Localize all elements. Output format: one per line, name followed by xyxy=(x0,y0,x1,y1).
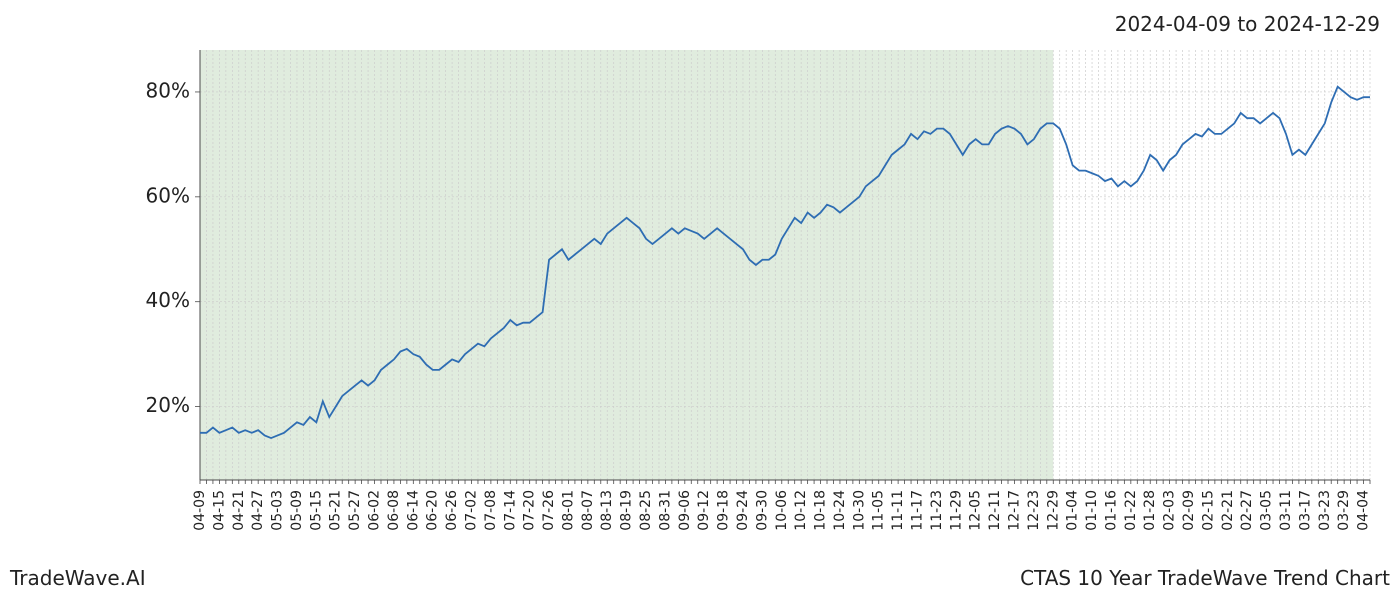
x-tick-label: 01-04 xyxy=(1065,490,1081,531)
x-tick-label: 07-08 xyxy=(483,490,499,531)
y-tick-label: 20% xyxy=(146,393,190,417)
y-tick-label: 40% xyxy=(146,288,190,312)
x-tick-label: 01-28 xyxy=(1142,490,1158,531)
x-tick-label: 06-14 xyxy=(405,490,421,531)
x-tick-label: 11-17 xyxy=(910,490,926,531)
x-tick-label: 12-23 xyxy=(1026,490,1042,531)
x-tick-label: 08-07 xyxy=(580,490,596,531)
x-tick-label: 10-18 xyxy=(813,490,829,531)
x-tick-label: 12-29 xyxy=(1045,490,1061,531)
x-tick-label: 10-06 xyxy=(774,490,790,531)
x-tick-label: 01-16 xyxy=(1103,490,1119,531)
x-tick-label: 04-09 xyxy=(192,490,208,531)
x-tick-label: 01-22 xyxy=(1123,490,1139,531)
x-tick-label: 11-11 xyxy=(890,490,906,531)
x-tick-label: 05-27 xyxy=(347,490,363,531)
x-tick-label: 07-20 xyxy=(522,490,538,531)
x-tick-label: 09-30 xyxy=(754,490,770,531)
y-tick-label: 60% xyxy=(146,183,190,207)
x-tick-label: 12-05 xyxy=(968,490,984,531)
x-tick-label: 05-09 xyxy=(289,490,305,531)
x-tick-label: 02-21 xyxy=(1220,490,1236,531)
x-tick-label: 02-09 xyxy=(1181,490,1197,531)
x-tick-label: 08-19 xyxy=(619,490,635,531)
x-tick-label: 04-21 xyxy=(231,490,247,531)
x-tick-label: 03-17 xyxy=(1297,490,1313,531)
x-tick-label: 11-23 xyxy=(929,490,945,531)
x-tick-label: 04-27 xyxy=(250,490,266,531)
x-tick-label: 09-12 xyxy=(696,490,712,531)
x-tick-label: 02-27 xyxy=(1239,490,1255,531)
x-tick-label: 03-29 xyxy=(1336,490,1352,531)
x-tick-label: 03-11 xyxy=(1278,490,1294,531)
x-tick-label: 08-13 xyxy=(599,490,615,531)
x-tick-label: 07-14 xyxy=(502,490,518,531)
x-tick-label: 10-12 xyxy=(793,490,809,531)
x-tick-label: 09-18 xyxy=(716,490,732,531)
x-tick-label: 06-20 xyxy=(425,490,441,531)
x-tick-label: 11-05 xyxy=(871,490,887,531)
x-tick-label: 09-06 xyxy=(677,490,693,531)
x-tick-label: 12-17 xyxy=(1006,490,1022,531)
x-tick-label: 05-21 xyxy=(328,490,344,531)
x-tick-label: 05-03 xyxy=(270,490,286,531)
x-tick-label: 01-10 xyxy=(1084,490,1100,531)
x-tick-label: 10-30 xyxy=(851,490,867,531)
x-tick-label: 03-05 xyxy=(1259,490,1275,531)
x-tick-label: 04-04 xyxy=(1356,490,1372,531)
x-tick-label: 03-23 xyxy=(1317,490,1333,531)
x-tick-label: 06-26 xyxy=(444,490,460,531)
x-tick-label: 07-26 xyxy=(541,490,557,531)
x-tick-label: 06-02 xyxy=(367,490,383,531)
x-tick-label: 10-24 xyxy=(832,490,848,531)
x-tick-label: 06-08 xyxy=(386,490,402,531)
y-tick-label: 80% xyxy=(146,78,190,102)
x-tick-label: 08-31 xyxy=(657,490,673,531)
x-tick-label: 07-02 xyxy=(463,490,479,531)
x-tick-label: 04-15 xyxy=(211,490,227,531)
x-tick-label: 02-15 xyxy=(1200,490,1216,531)
x-tick-label: 09-24 xyxy=(735,490,751,531)
x-tick-label: 02-03 xyxy=(1162,490,1178,531)
trend-chart: 04-0904-1504-2104-2705-0305-0905-1505-21… xyxy=(0,0,1400,600)
x-tick-label: 11-29 xyxy=(948,490,964,531)
x-tick-label: 08-01 xyxy=(560,490,576,531)
x-tick-label: 08-25 xyxy=(638,490,654,531)
x-tick-label: 12-11 xyxy=(987,490,1003,531)
x-tick-label: 05-15 xyxy=(308,490,324,531)
